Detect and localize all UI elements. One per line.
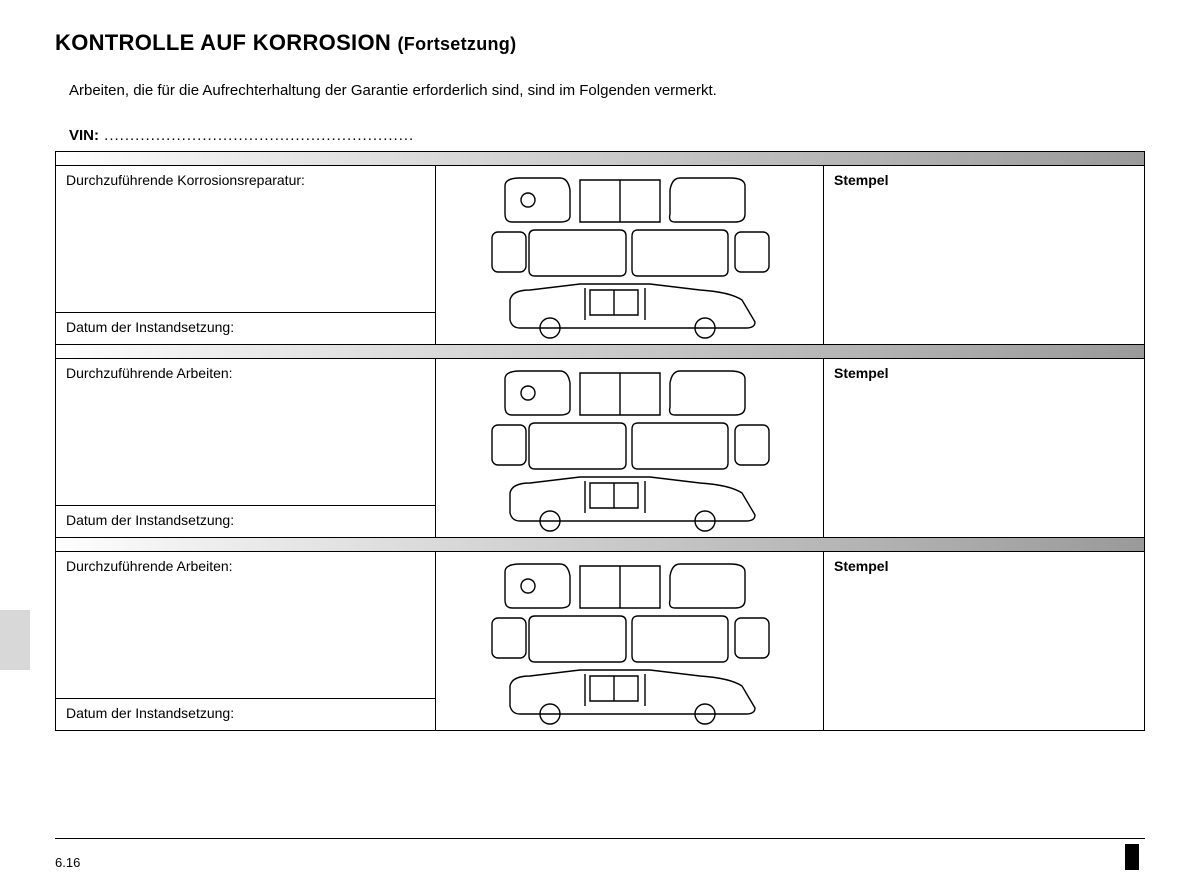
page-title: KONTROLLE AUF KORROSION (Fortsetzung) (55, 30, 1145, 56)
subtitle-text: Arbeiten, die für die Aufrechterhaltung … (69, 82, 1145, 99)
work-description-cell: Durchzuführende Arbeiten: (56, 552, 435, 698)
footer-mark-icon (1125, 844, 1139, 870)
page-footer: 6.16 (55, 838, 1145, 870)
left-column: Durchzuführende Korrosionsreparatur: Dat… (56, 166, 436, 344)
work-description-cell: Durchzuführende Arbeiten: (56, 359, 435, 505)
diagram-cell (436, 166, 824, 344)
gradient-divider (56, 538, 1144, 552)
title-continuation: (Fortsetzung) (398, 34, 517, 54)
page-side-tab (0, 610, 30, 670)
records-table: Durchzuführende Korrosionsreparatur: Dat… (55, 151, 1145, 731)
gradient-divider (56, 152, 1144, 166)
page-number: 6.16 (55, 855, 80, 870)
diagram-cell (436, 552, 824, 730)
gradient-divider (56, 345, 1144, 359)
diagram-cell (436, 359, 824, 537)
car-body-diagram-icon (470, 556, 790, 726)
work-description-cell: Durchzuführende Korrosionsreparatur: (56, 166, 435, 312)
table-row: Durchzuführende Arbeiten: Datum der Inst… (56, 552, 1144, 731)
date-cell: Datum der Instandsetzung: (56, 505, 435, 537)
table-row: Durchzuführende Korrosionsreparatur: Dat… (56, 166, 1144, 345)
vin-line: VIN: ...................................… (69, 127, 1145, 144)
stamp-cell: Stempel (824, 359, 1144, 537)
stamp-cell: Stempel (824, 552, 1144, 730)
left-column: Durchzuführende Arbeiten: Datum der Inst… (56, 552, 436, 730)
vin-label: VIN: (69, 127, 99, 144)
title-main: KONTROLLE AUF KORROSION (55, 30, 391, 55)
date-cell: Datum der Instandsetzung: (56, 698, 435, 730)
car-body-diagram-icon (470, 363, 790, 533)
table-row: Durchzuführende Arbeiten: Datum der Inst… (56, 359, 1144, 538)
page-content: KONTROLLE AUF KORROSION (Fortsetzung) Ar… (0, 0, 1200, 731)
vin-dots: ........................................… (99, 127, 414, 144)
stamp-cell: Stempel (824, 166, 1144, 344)
date-cell: Datum der Instandsetzung: (56, 312, 435, 344)
car-body-diagram-icon (470, 170, 790, 340)
left-column: Durchzuführende Arbeiten: Datum der Inst… (56, 359, 436, 537)
